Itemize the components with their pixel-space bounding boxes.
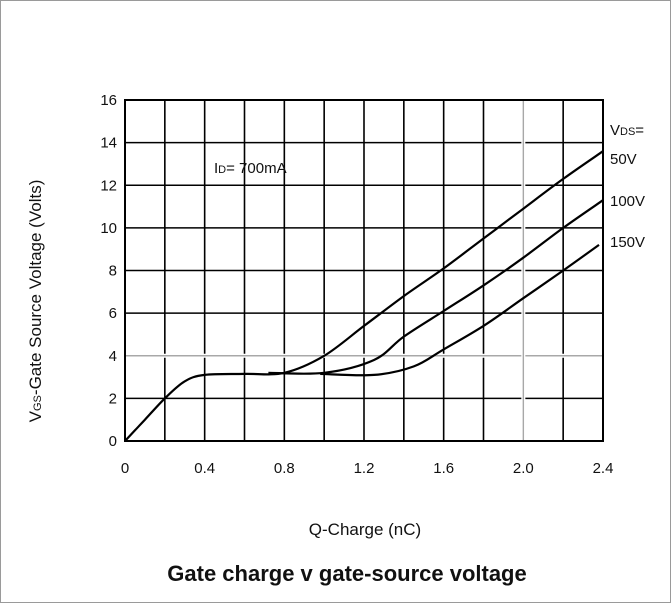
series-label-100v: 100V [610, 193, 645, 210]
y-tick-label: 16 [100, 92, 117, 109]
y-tick-label: 12 [100, 177, 117, 194]
grid [125, 100, 603, 441]
series-line-50v [124, 150, 604, 442]
x-tick-labels: 0 0.4 0.8 1.2 1.6 2.0 2.4 [121, 460, 614, 477]
y-tick-label: 0 [109, 433, 117, 450]
y-axis-title-sub: GS [32, 395, 44, 411]
legend-header-main: V [610, 122, 620, 139]
y-tick-label: 2 [109, 390, 117, 407]
legend-header: VDS= [610, 122, 644, 139]
condition-rest: = 700mA [226, 160, 286, 177]
chart-title: Gate charge v gate-source voltage [167, 561, 526, 586]
y-axis-title-rest: -Gate Source Voltage (Volts) [26, 180, 45, 395]
legend-header-sub: DS [620, 126, 635, 138]
series-line-100v [268, 199, 604, 375]
x-tick-label: 1.6 [433, 460, 454, 477]
x-tick-label: 0.8 [274, 460, 295, 477]
condition-main: I [214, 160, 218, 177]
series-line-150v [320, 244, 600, 377]
series-label-150v: 150V [610, 234, 645, 251]
reference-lines [125, 100, 603, 441]
series-label-50v: 50V [610, 151, 637, 168]
x-tick-label: 1.2 [354, 460, 375, 477]
x-tick-label: 0.4 [194, 460, 215, 477]
x-tick-label: 2.0 [513, 460, 534, 477]
y-tick-label: 6 [109, 305, 117, 322]
y-tick-labels: 0 2 4 6 8 10 12 14 16 [100, 92, 117, 450]
condition-annotation: ID= 700mA [214, 160, 287, 177]
condition-sub: D [218, 164, 226, 176]
y-axis-title-main: V [26, 410, 45, 422]
y-tick-label: 10 [100, 220, 117, 237]
x-tick-label: 2.4 [593, 460, 614, 477]
y-axis-title: VGS-Gate Source Voltage (Volts) [26, 180, 45, 423]
legend-header-rest: = [635, 122, 644, 139]
x-axis-title: Q-Charge (nC) [309, 520, 421, 539]
x-tick-label: 0 [121, 460, 129, 477]
series-lines [124, 150, 604, 442]
y-tick-label: 8 [109, 263, 117, 280]
plot-border [124, 99, 604, 442]
y-tick-label: 14 [100, 135, 117, 152]
y-tick-label: 4 [109, 348, 117, 365]
